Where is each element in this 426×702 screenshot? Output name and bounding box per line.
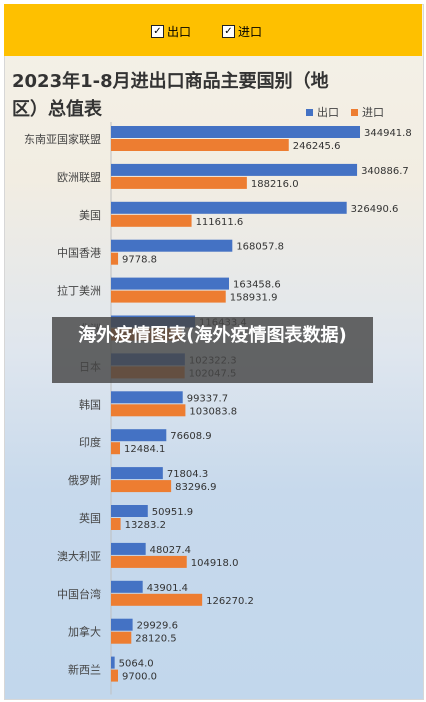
category-label: 澳大利亚 [57,549,101,563]
data-label-import: 12484.1 [124,444,165,455]
data-label-export: 43901.4 [147,583,188,594]
category-label: 印度 [79,435,101,449]
bar-import [111,518,121,530]
export-checkbox[interactable]: ✓ 出口 [151,23,191,40]
bar-export [111,429,167,442]
import-checkbox-label: 进口 [238,25,263,39]
data-label-import: 158931.9 [230,293,278,304]
data-label-export: 5064.0 [119,659,154,670]
data-label-export: 340886.7 [361,166,409,177]
bar-export [111,542,146,555]
bar-export [111,656,115,669]
category-label: 英国 [79,511,101,525]
data-label-import: 104918.0 [191,558,239,569]
data-label-export: 71804.3 [167,469,208,480]
bar-export [111,467,163,480]
bar-export [111,163,358,176]
chart-legend: 出口 进口 [306,104,384,120]
data-label-export: 344941.8 [364,128,412,139]
bar-export [111,201,347,214]
category-label: 美国 [79,209,101,222]
bar-import [111,139,289,151]
legend-swatch-export [306,108,313,116]
bar-import [111,252,119,265]
category-label: 俄罗斯 [68,474,101,487]
data-label-export: 163458.6 [233,280,281,291]
legend-label-export: 出口 [317,106,339,119]
check-icon: ✓ [222,25,235,38]
data-label-export: 29929.6 [137,621,178,632]
bar-export [111,239,233,252]
data-label-import: 246245.6 [293,141,341,152]
category-label: 中国香港 [57,247,101,260]
category-label: 东南亚国家联盟 [24,132,101,146]
bar-export [111,126,360,138]
watermark-overlay: 海外疫情图表(海外疫情图表数据) [52,317,373,383]
data-label-export: 99337.7 [187,393,228,404]
data-label-import: 13283.2 [125,520,166,531]
bar-import [111,176,247,189]
data-label-import: 28120.5 [135,634,176,645]
data-label-export: 76608.9 [170,431,211,442]
overlay-caption: 海外疫情图表(海外疫情图表数据) [78,325,347,346]
category-label: 欧洲联盟 [57,171,101,184]
data-label-export: 50951.9 [152,507,193,518]
legend-item-export: 出口 [306,104,339,120]
bar-import [111,631,132,644]
series-toggle-bar: ✓ 出口 ✓ 进口 [4,4,422,56]
data-label-import: 188216.0 [251,179,299,190]
category-label: 韩国 [79,397,101,411]
bar-export [111,391,183,404]
bar-export [111,505,148,517]
category-label: 中国台湾 [57,587,101,601]
bar-import [111,480,172,493]
bar-export [111,618,133,631]
chart-title: 2023年1-8月进出口商品主要国别（地区）总值表 [12,71,329,120]
data-label-import: 9778.8 [122,255,157,266]
bar-export [111,277,229,290]
category-label: 加拿大 [68,625,101,639]
data-label-export: 48027.4 [150,545,191,556]
data-label-import: 126270.2 [206,596,254,607]
bar-import [111,669,119,682]
data-label-export: 168057.8 [236,242,284,253]
bar-import [111,593,203,606]
category-label: 新西兰 [68,663,101,677]
data-label-import: 111611.6 [196,217,244,228]
bar-export [111,580,143,593]
data-label-import: 83296.9 [175,482,216,493]
bar-import [111,290,226,303]
bar-import [111,555,187,568]
bar-import [111,442,121,455]
category-label: 拉丁美洲 [57,284,101,298]
data-label-import: 103083.8 [189,406,237,417]
bar-import [111,404,186,417]
check-icon: ✓ [151,25,164,38]
export-checkbox-label: 出口 [167,25,192,39]
data-label-import: 9700.0 [122,672,157,683]
data-label-export: 326490.6 [351,204,399,215]
legend-swatch-import [351,108,358,116]
legend-label-import: 进口 [362,106,384,119]
legend-item-import: 进口 [351,104,384,120]
import-checkbox[interactable]: ✓ 进口 [222,23,262,40]
bar-import [111,214,192,227]
